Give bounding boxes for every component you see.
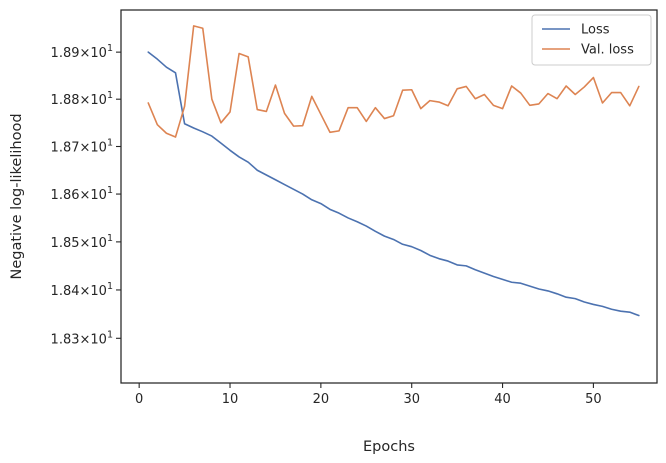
plot-marks xyxy=(147,25,640,317)
x-tick-label: 40 xyxy=(494,392,511,407)
x-tick-label: 10 xyxy=(222,392,239,407)
y-axis: 1.83×101 1.84×101 1.85×101 1.86×101 1.87×101… xyxy=(51,43,121,347)
y-tick-label: 1.88×101 xyxy=(51,90,113,108)
legend-label-1: Loss xyxy=(581,23,610,38)
y-tick-label: 1.85×101 xyxy=(51,233,113,251)
series-line-2 xyxy=(147,25,640,138)
y-tick-label: 1.87×101 xyxy=(51,138,113,156)
x-tick-label: 50 xyxy=(585,392,602,407)
series-line-1 xyxy=(147,51,640,317)
legend-label-2: Val. loss xyxy=(581,43,634,58)
legend-box xyxy=(531,14,652,66)
y-tick-label: 1.84×101 xyxy=(51,281,113,299)
x-tick-label: 0 xyxy=(135,392,143,407)
y-tick-label: 1.89×101 xyxy=(51,43,113,61)
y-axis-label: Negative log-likelihood xyxy=(9,113,25,279)
x-axis-label: Epochs xyxy=(363,439,415,455)
y-tick-label: 1.86×101 xyxy=(51,185,113,203)
plot-frame xyxy=(120,9,658,384)
x-tick-label: 30 xyxy=(403,392,420,407)
y-tick-label: 1.83×101 xyxy=(51,329,113,347)
legend: Loss Val. loss xyxy=(531,14,652,66)
x-axis: 0 10 20 30 40 50 xyxy=(135,383,602,407)
x-tick-label: 20 xyxy=(313,392,330,407)
